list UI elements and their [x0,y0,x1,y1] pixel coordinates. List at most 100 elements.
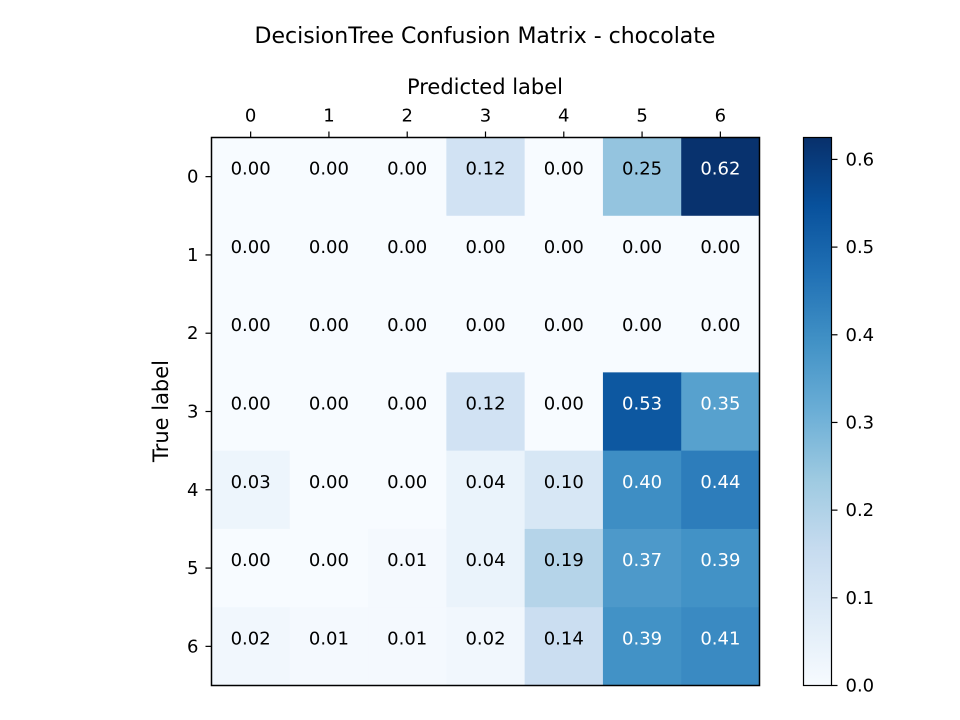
x-tick-label: 4 [558,106,569,127]
cell-value-label: 0.12 [465,159,505,180]
heatmap-cell [289,294,369,373]
cell-value-label: 0.41 [700,628,740,649]
cell-value-label: 0.00 [231,159,271,180]
cell-value-label: 0.04 [465,472,505,493]
cell-value-label: 0.00 [309,472,349,493]
cell-value-label: 0.10 [544,472,584,493]
x-tick-label: 3 [480,106,491,127]
heatmap-cell [602,372,682,452]
heatmap-cell [211,450,291,530]
heatmap-cell [289,607,369,686]
y-tick-label: 1 [187,245,198,266]
heatmap-cell [211,137,291,217]
heatmap-cell [446,215,526,295]
x-tick-label: 1 [323,106,334,127]
colorbar-tick-label: 0.0 [846,676,875,697]
cell-value-label: 0.00 [231,315,271,336]
cell-value-label: 0.19 [544,550,584,571]
y-tick-label: 3 [187,402,198,423]
heatmap-cell [524,137,604,217]
cell-value-label: 0.37 [622,550,662,571]
heatmap-cell [446,607,526,686]
heatmap-cell [289,450,369,530]
heatmap-cell [446,372,526,452]
heatmap-cell [289,137,369,217]
cell-value-label: 0.00 [309,394,349,415]
colorbar [802,136,833,687]
cell-value-label: 0.00 [544,237,584,258]
cell-value-label: 0.14 [544,628,584,649]
cell-value-label: 0.02 [231,628,271,649]
cell-value-label: 0.12 [465,394,505,415]
heatmap-cell [446,294,526,373]
x-tick-label: 0 [245,106,256,127]
cell-value-label: 0.00 [465,237,505,258]
heatmap-cell [602,450,682,530]
heatmap-cell [289,528,369,608]
heatmap-cell [446,528,526,608]
y-tick-label: 6 [187,636,198,657]
heatmap-cell [602,294,682,373]
heatmap-cell [602,607,682,686]
cell-value-label: 0.00 [387,159,427,180]
colorbar-tick-label: 0.2 [846,500,875,521]
colorbar-tick-label: 0.4 [846,325,875,346]
heatmap-cell [602,137,682,217]
y-tick-label: 4 [187,480,198,501]
heatmap-cell [602,528,682,608]
heatmap-cell [211,607,291,686]
cell-value-label: 0.53 [622,394,662,415]
heatmap-cell [681,137,760,217]
cell-value-label: 0.00 [309,237,349,258]
x-axis-ticks: 0 1 2 3 4 5 6 [245,106,726,138]
cell-value-label: 0.04 [465,550,505,571]
y-tick-label: 0 [187,167,198,188]
heatmap-cell [524,607,604,686]
heatmap-cell [524,215,604,295]
cell-value-label: 0.01 [309,628,349,649]
x-axis-label: Predicted label [407,75,563,99]
heatmap-cell [368,137,447,217]
heatmap-cell [368,294,447,373]
heatmap-cell [368,607,447,686]
cell-value-label: 0.00 [622,315,662,336]
cell-value-label: 0.00 [387,472,427,493]
cell-value-label: 0.25 [622,159,662,180]
heatmap-cell [681,450,760,530]
cell-value-label: 0.03 [231,472,271,493]
cell-value-label: 0.39 [622,628,662,649]
heatmap-cell [681,215,760,295]
cell-value-label: 0.00 [544,159,584,180]
cell-value-label: 0.00 [700,315,740,336]
colorbar-tick-label: 0.6 [846,149,875,170]
heatmap-cell [368,372,447,452]
cell-value-label: 0.02 [465,628,505,649]
cell-value-label: 0.44 [700,472,740,493]
cell-value-label: 0.00 [387,394,427,415]
colorbar-tick-label: 0.3 [846,412,875,433]
heatmap-cell [681,607,760,686]
cell-value-label: 0.00 [700,237,740,258]
heatmap-cell [524,294,604,373]
cell-value-label: 0.00 [622,237,662,258]
cell-value-label: 0.00 [309,159,349,180]
heatmap-cell [211,294,291,373]
heatmap-cell [368,450,447,530]
colorbar-ticks: 0.0 0.1 0.2 0.3 0.4 0.5 0.6 [831,149,875,697]
heatmap-cell [524,372,604,452]
cell-value-label: 0.00 [387,237,427,258]
heatmap-cell [211,372,291,452]
heatmap-cell [446,137,526,217]
y-tick-label: 2 [187,323,198,344]
heatmap-cell [681,294,760,373]
cell-value-label: 0.01 [387,628,427,649]
cell-value-label: 0.00 [231,394,271,415]
cell-value-label: 0.35 [700,394,740,415]
cell-value-label: 0.39 [700,550,740,571]
heatmap-cell [524,528,604,608]
cell-value-label: 0.00 [465,315,505,336]
cell-value-label: 0.62 [700,159,740,180]
heatmap-cell [681,528,760,608]
cell-value-label: 0.00 [231,550,271,571]
